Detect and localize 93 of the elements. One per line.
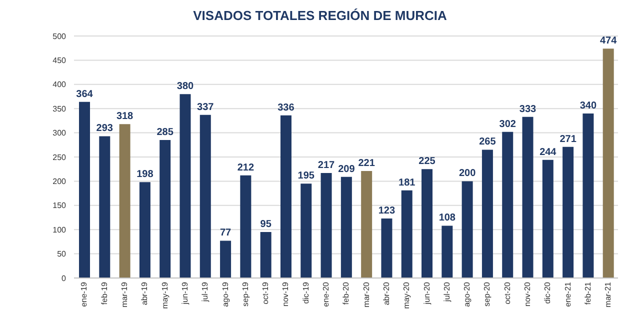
bar <box>300 184 312 278</box>
chart-title: VISADOS TOTALES REGIÓN DE MURCIA <box>192 8 448 25</box>
data-label: 318 <box>116 111 134 122</box>
bar <box>401 190 412 278</box>
data-label: 108 <box>438 212 456 224</box>
x-tick-label: may-20 <box>402 281 412 309</box>
x-tick-label: feb-19 <box>100 281 109 305</box>
y-tick-label: 500 <box>52 32 67 41</box>
bar <box>320 172 332 278</box>
x-tick-label: jun-20 <box>422 281 432 306</box>
bar <box>280 115 292 278</box>
bar <box>220 240 232 278</box>
data-label: 474 <box>600 36 618 47</box>
bar <box>119 124 130 278</box>
bar <box>502 132 514 278</box>
x-tick-label: may-19 <box>160 281 170 309</box>
data-label: 209 <box>338 164 356 175</box>
data-label: 217 <box>318 160 336 171</box>
x-tick-label: jul-20 <box>442 281 452 303</box>
data-label: 195 <box>298 170 315 182</box>
x-tick-label: dic-20 <box>543 281 552 304</box>
y-tick-label: 150 <box>52 201 67 210</box>
y-tick-label: 100 <box>52 225 67 234</box>
data-label: 340 <box>580 100 597 112</box>
data-label: 271 <box>560 134 577 145</box>
data-label: 225 <box>418 156 436 168</box>
data-label: 285 <box>156 127 174 138</box>
x-tick-label: mar-20 <box>362 281 371 308</box>
x-tick-label: nov-20 <box>523 281 532 306</box>
bar <box>340 176 352 278</box>
bar <box>79 102 90 278</box>
y-tick-label: 350 <box>52 104 67 114</box>
y-tick-label: 200 <box>52 177 67 186</box>
bar <box>542 160 554 278</box>
data-label: 123 <box>378 205 396 216</box>
bar <box>582 113 594 278</box>
data-label: 95 <box>260 219 272 230</box>
y-tick-label: 250 <box>52 152 67 162</box>
bar <box>381 218 392 278</box>
bar <box>260 232 272 278</box>
y-tick-label: 300 <box>52 128 67 138</box>
data-label: 336 <box>278 102 295 114</box>
bar <box>361 171 372 278</box>
data-label: 364 <box>76 88 94 100</box>
data-label: 77 <box>220 228 232 239</box>
x-tick-label: mar-19 <box>120 281 130 308</box>
bar <box>240 175 252 278</box>
data-label: 181 <box>398 177 416 188</box>
x-tick-label: sep-19 <box>240 281 250 306</box>
bar <box>442 226 453 278</box>
y-tick-label: 450 <box>52 56 67 66</box>
bar <box>99 136 110 278</box>
bar <box>522 116 534 278</box>
bar <box>160 140 171 278</box>
x-tick-label: ene-20 <box>322 281 331 307</box>
data-label: 200 <box>458 168 476 180</box>
bar <box>462 181 473 278</box>
bar <box>139 182 150 278</box>
x-tick-label: ago-20 <box>462 281 472 307</box>
data-label: 380 <box>176 81 194 92</box>
x-tick-label: feb-21 <box>583 281 592 305</box>
x-tick-label: jul-19 <box>200 281 210 303</box>
x-tick-label: ene-21 <box>563 281 572 307</box>
x-tick-label: ago-19 <box>220 281 230 307</box>
x-tick-label: abr-20 <box>382 281 391 306</box>
y-tick-label: 50 <box>57 250 67 259</box>
bar <box>602 48 614 278</box>
data-label: 333 <box>519 104 537 115</box>
data-label: 244 <box>540 146 557 158</box>
data-label: 302 <box>499 118 516 130</box>
data-label: 221 <box>358 158 376 170</box>
x-tick-label: oct-20 <box>502 281 512 304</box>
x-tick-label: feb-20 <box>342 281 351 305</box>
data-label: 337 <box>197 102 214 113</box>
x-tick-label: dic-19 <box>301 281 310 304</box>
data-label: 265 <box>479 136 496 148</box>
data-label: 293 <box>96 123 114 134</box>
data-label: 212 <box>237 162 254 174</box>
y-tick-label: 400 <box>52 80 67 90</box>
x-tick-label: abr-19 <box>140 281 150 306</box>
x-tick-label: jun-19 <box>180 281 190 306</box>
bar <box>422 169 433 278</box>
bar <box>180 94 191 278</box>
x-tick-label: nov-19 <box>281 281 290 306</box>
x-tick-label: mar-21 <box>604 281 613 308</box>
data-label: 198 <box>136 169 154 180</box>
x-tick-label: ene-19 <box>80 281 89 307</box>
bar <box>562 146 574 278</box>
bar <box>200 114 211 278</box>
x-tick-label: sep-20 <box>482 281 492 306</box>
y-tick-label: 0 <box>62 274 67 283</box>
bar <box>482 150 493 278</box>
x-tick-label: oct-19 <box>261 281 270 304</box>
